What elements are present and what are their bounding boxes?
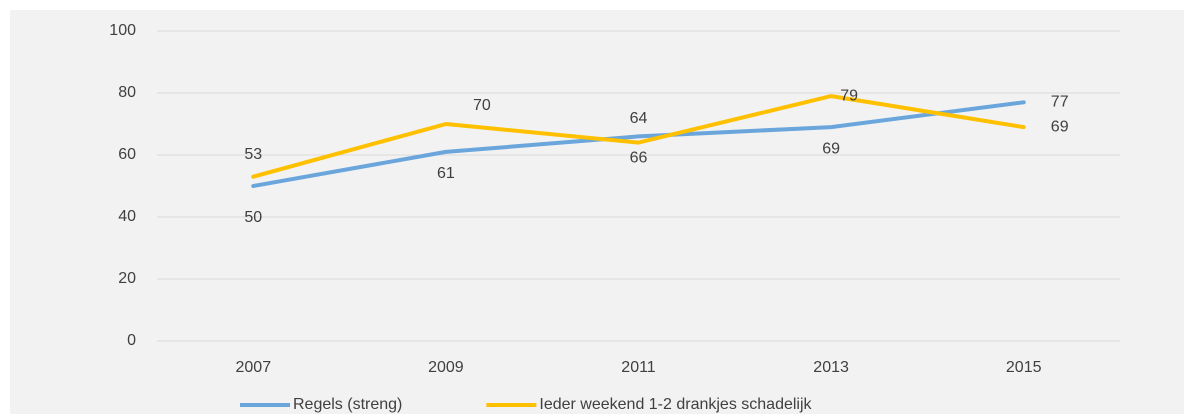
legend-label: Regels (streng): [293, 396, 402, 413]
legend-label: Ieder weekend 1-2 drankjes schadelijk: [539, 396, 812, 413]
data-label: 64: [630, 110, 648, 127]
data-label: 79: [840, 87, 858, 104]
chart-background: [10, 10, 1184, 414]
y-tick-label: 60: [118, 146, 136, 163]
data-label: 69: [1051, 118, 1069, 135]
y-tick-label: 0: [127, 332, 136, 349]
y-tick-label: 80: [118, 84, 136, 101]
data-label: 70: [473, 97, 491, 114]
x-tick-label: 2015: [1006, 359, 1042, 376]
y-tick-label: 40: [118, 208, 136, 225]
data-label: 69: [822, 140, 840, 157]
x-tick-label: 2013: [813, 359, 849, 376]
y-tick-label: 20: [118, 270, 136, 287]
x-tick-label: 2009: [428, 359, 464, 376]
data-label: 53: [244, 146, 262, 163]
series-line: [251, 100, 1026, 188]
series-line: [251, 94, 1026, 179]
data-label: 66: [630, 150, 648, 167]
x-tick-label: 2007: [236, 359, 272, 376]
data-label: 77: [1051, 94, 1069, 111]
y-tick-label: 100: [109, 22, 136, 39]
x-tick-label: 2011: [621, 359, 656, 376]
data-label: 50: [244, 209, 262, 226]
data-label: 61: [437, 165, 455, 182]
